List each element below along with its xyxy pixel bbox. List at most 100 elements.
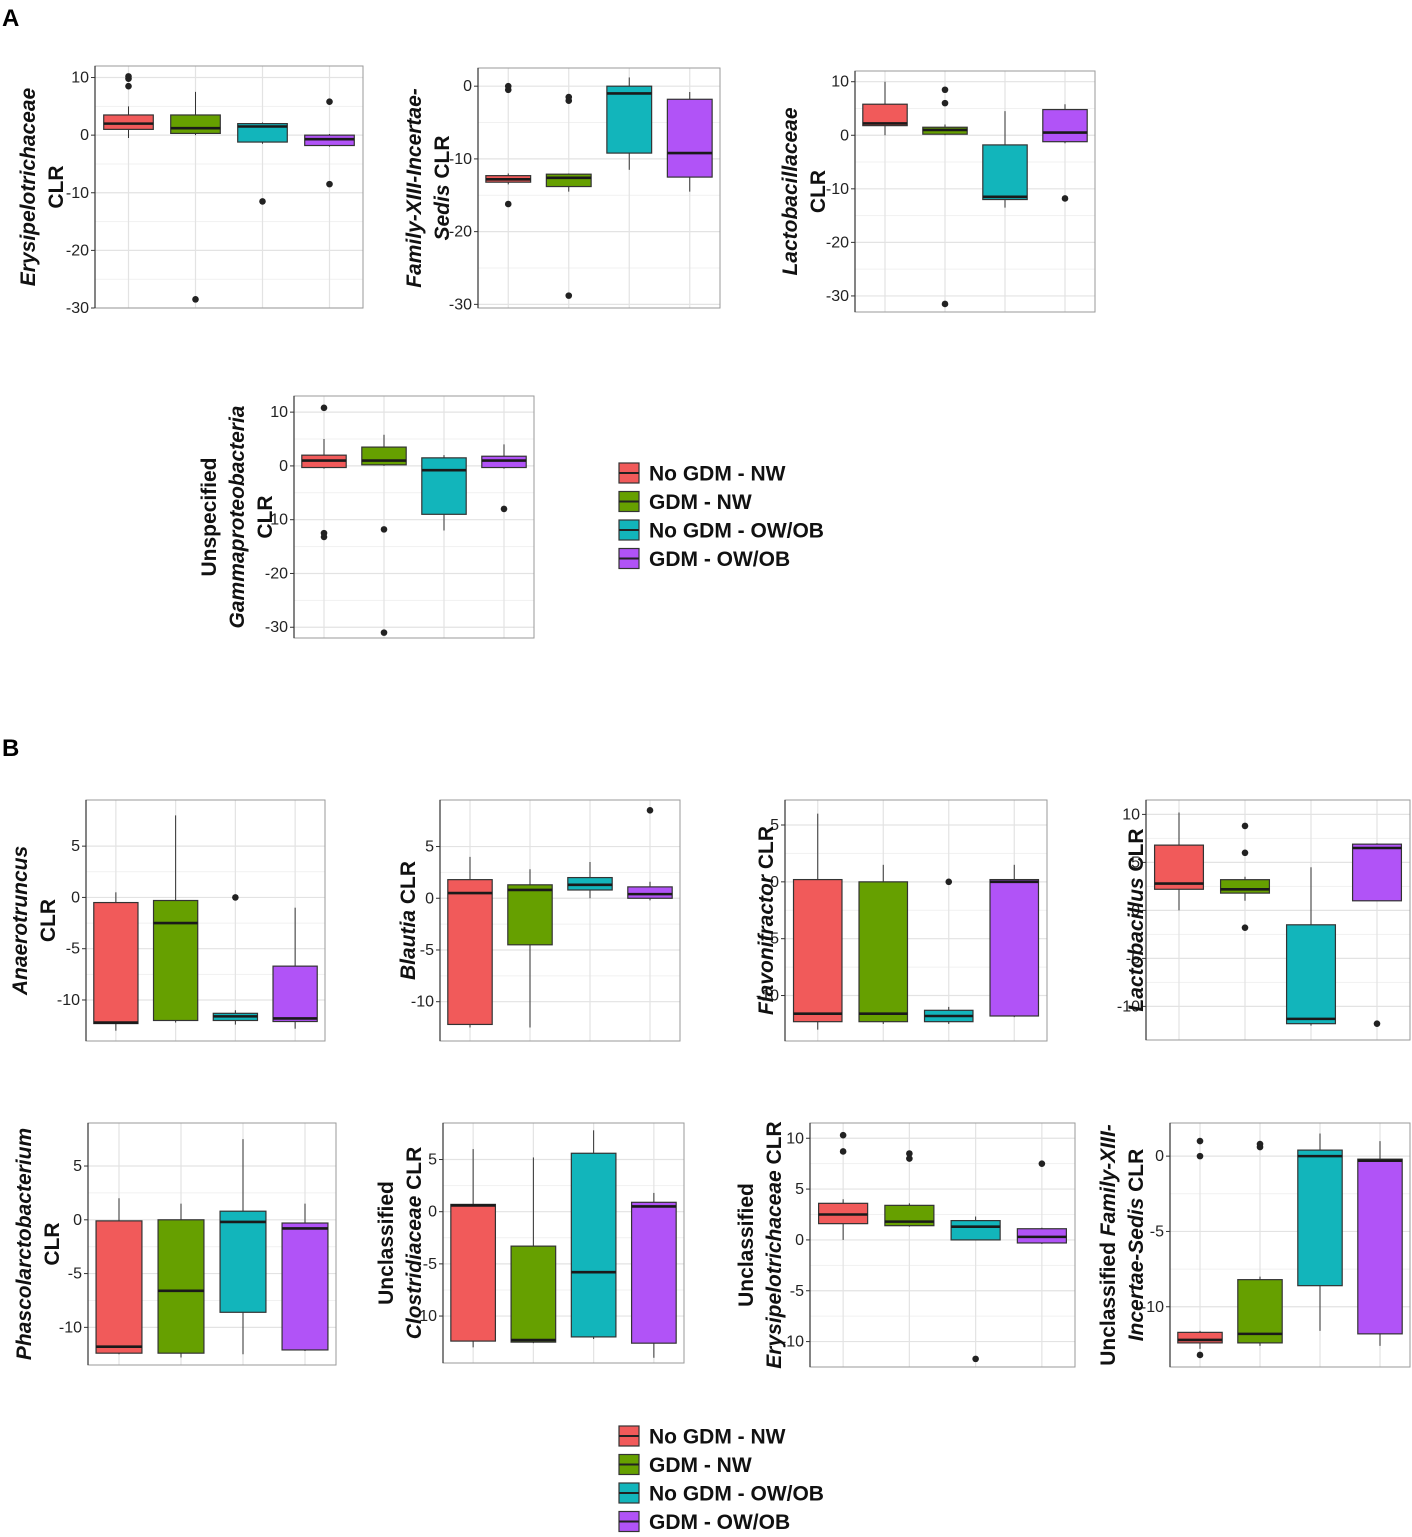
- y-tick-label: 0: [80, 127, 89, 144]
- box-iqr: [630, 1201, 677, 1344]
- y-tick-label: -10: [265, 512, 288, 529]
- y-label-segment: CLR: [254, 495, 277, 538]
- box-1: [301, 404, 347, 541]
- box-iqr: [1177, 1331, 1223, 1344]
- legend-label: No GDM - OW/OB: [649, 520, 824, 543]
- box-iqr: [361, 446, 407, 466]
- outlier-point: [1373, 1020, 1381, 1027]
- outlier-point: [380, 629, 388, 636]
- box-iqr: [447, 879, 493, 1026]
- y-tick-label: -10: [756, 988, 779, 1005]
- y-tick-label: -10: [449, 151, 472, 168]
- y-label-segment: Unclassified: [1097, 1236, 1120, 1366]
- chart-1: 10 0 -10 -20 -30 Erysipelotrichaceae CLR: [17, 65, 364, 317]
- y-label-segment: CLR: [755, 826, 778, 875]
- box-3: [421, 455, 467, 531]
- y-tick-label: 5: [795, 1181, 804, 1198]
- y-tick-label: -10: [414, 1308, 437, 1325]
- box-2: [1219, 822, 1271, 931]
- outlier-point: [1038, 1160, 1046, 1167]
- y-tick-label: -20: [66, 242, 89, 259]
- legend-item: No GDM - NW: [618, 462, 786, 486]
- y-tick-label: 0: [795, 1232, 804, 1249]
- box-1: [792, 813, 843, 1030]
- box-1: [93, 892, 139, 1031]
- outlier-point: [1241, 924, 1249, 931]
- box-iqr: [1042, 108, 1088, 143]
- y-axis-label: Unclassified Clostridiaceae CLR: [375, 1147, 426, 1340]
- box-iqr: [1285, 924, 1337, 1025]
- y-tick-label: 5: [73, 1158, 82, 1175]
- box-3: [219, 1139, 267, 1355]
- box-2: [152, 815, 199, 1023]
- y-label-segment: Blautia: [397, 910, 420, 980]
- outlier-point: [646, 807, 654, 814]
- box-iqr: [510, 1245, 557, 1343]
- box-iqr: [507, 884, 553, 946]
- box-iqr: [450, 1203, 497, 1342]
- box-4: [1016, 1160, 1067, 1244]
- box-iqr: [152, 899, 199, 1022]
- y-label-segment: Unspecified: [198, 457, 221, 576]
- outlier-point: [504, 86, 512, 94]
- y-label-segment: Unclassified: [375, 1181, 398, 1305]
- outlier-point: [906, 1150, 913, 1157]
- legend-label: GDM - NW: [649, 491, 752, 514]
- y-tick-label: -10: [826, 181, 849, 198]
- outlier-point: [326, 180, 333, 188]
- box-4: [281, 1203, 329, 1352]
- box-3: [923, 878, 974, 1024]
- y-tick-label: -5: [420, 942, 434, 959]
- y-label-segment: CLR: [1125, 1149, 1148, 1198]
- y-axis-label: Lactobacillus CLR: [1125, 828, 1148, 1011]
- legend-label: No GDM - NW: [649, 1426, 786, 1449]
- box-2: [884, 1150, 935, 1227]
- box-2: [545, 93, 592, 299]
- y-axis-label: Family-XIII-Incertae- Sedis CLR: [403, 88, 454, 288]
- y-tick-label: 5: [425, 839, 434, 856]
- y-label-segment: Clostridiaceae: [403, 1195, 426, 1339]
- y-tick-label: -30: [826, 288, 849, 305]
- outlier-point: [839, 1131, 847, 1139]
- y-label-segment: Anaerotruncus: [9, 846, 32, 996]
- box-iqr: [103, 114, 154, 130]
- outlier-point: [320, 533, 328, 541]
- y-tick-label: 5: [428, 1152, 437, 1169]
- legend-label: No GDM - NW: [649, 463, 786, 486]
- y-label-segment: Sedis: [431, 184, 454, 240]
- y-tick-label: 0: [73, 1212, 82, 1229]
- box-iqr: [989, 878, 1040, 1017]
- plot-background: [1146, 800, 1410, 1040]
- y-label-segment: Lactobacillaceae: [779, 107, 802, 275]
- box-3: [606, 77, 653, 170]
- y-axis-label: Phascolarctobacterium CLR: [13, 1128, 64, 1360]
- box-4: [627, 807, 673, 901]
- box-iqr: [1351, 843, 1403, 902]
- box-iqr: [1219, 879, 1271, 894]
- y-tick-label: 10: [270, 404, 288, 421]
- legend-item: No GDM - NW: [618, 1425, 786, 1449]
- outlier-point: [500, 505, 508, 513]
- y-label-segment: Flavonifractor: [755, 873, 778, 1015]
- outlier-point: [259, 198, 266, 205]
- box-iqr: [170, 114, 221, 135]
- y-label-segment: CLR: [37, 899, 60, 942]
- box-4: [481, 444, 527, 513]
- y-tick-label: 0: [1155, 1148, 1164, 1165]
- y-tick-label: 10: [831, 74, 849, 91]
- y-tick-label: -30: [265, 619, 288, 636]
- box-1: [862, 81, 908, 136]
- y-label-segment: CLR: [431, 135, 454, 184]
- y-axis-label: Anaerotruncus CLR: [9, 846, 60, 996]
- y-tick-label: -5: [68, 1266, 82, 1283]
- outlier-point: [941, 86, 949, 94]
- y-label-segment: Lactobacillus: [1125, 877, 1148, 1011]
- y-tick-label: 0: [279, 458, 288, 475]
- outlier-point: [1196, 1137, 1204, 1145]
- legend-label: No GDM - OW/OB: [649, 1483, 824, 1506]
- outlier-point: [565, 97, 573, 105]
- box-iqr: [792, 878, 843, 1023]
